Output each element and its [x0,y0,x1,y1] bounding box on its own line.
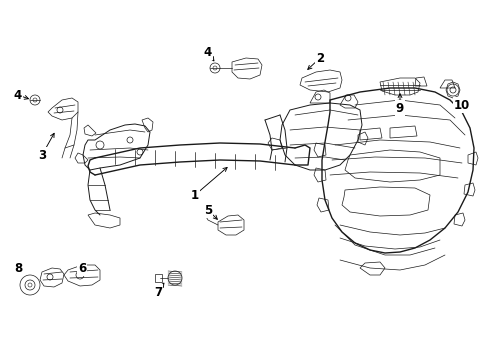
Text: 4: 4 [204,45,212,59]
Text: 8: 8 [14,261,22,274]
Text: 2: 2 [316,51,324,64]
Text: 3: 3 [38,149,46,162]
Text: 6: 6 [78,261,86,274]
Text: 5: 5 [204,203,212,216]
Text: 4: 4 [14,89,22,102]
Text: 10: 10 [454,99,470,112]
Text: 9: 9 [396,102,404,114]
Text: 7: 7 [154,285,162,298]
Text: 1: 1 [191,189,199,202]
